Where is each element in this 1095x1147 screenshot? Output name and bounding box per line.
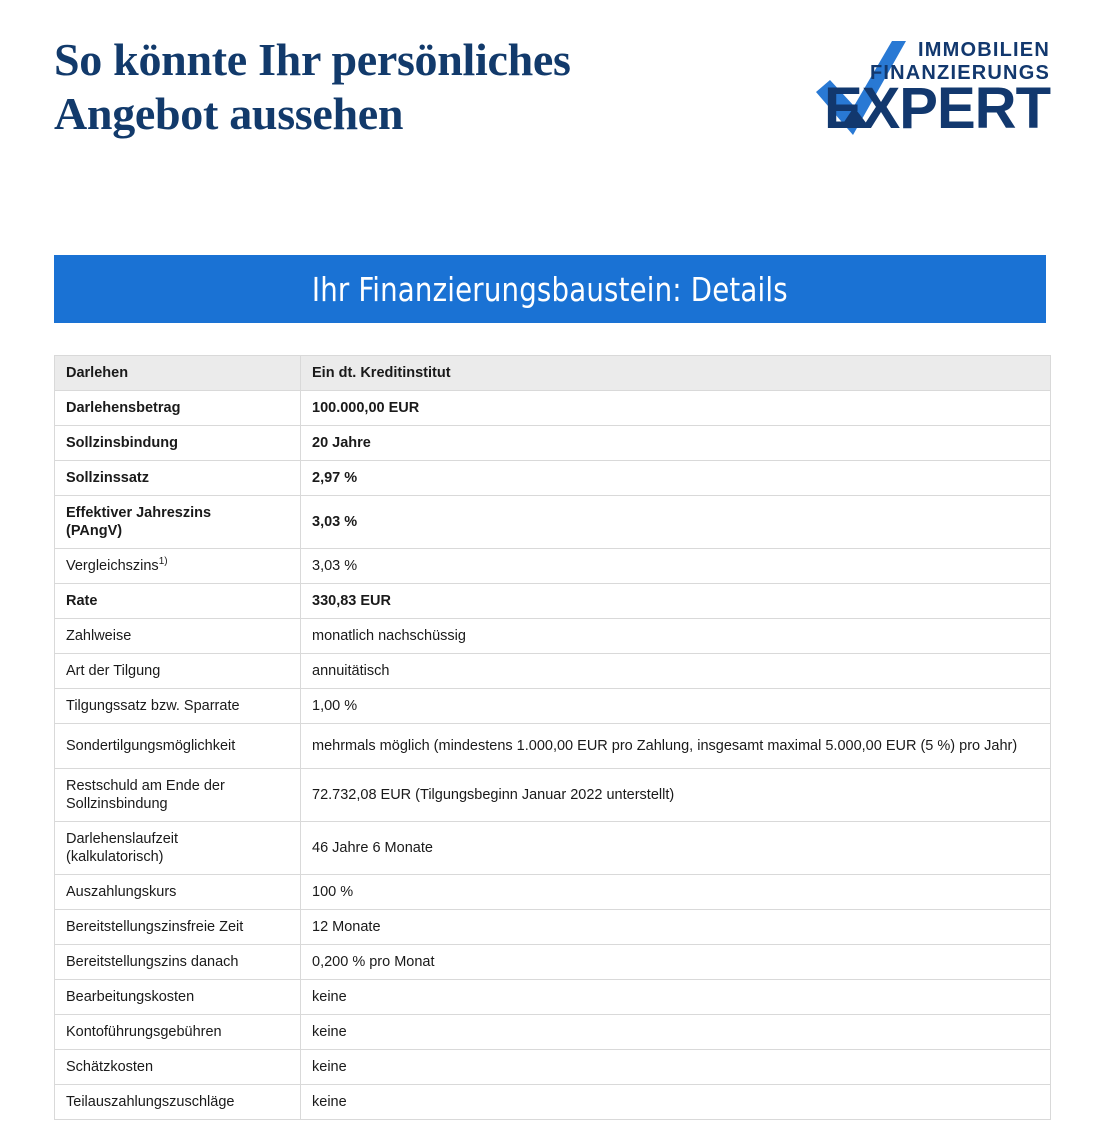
table-row: Effektiver Jahreszins (PAngV) 3,03 % [54,495,1051,549]
table-row-label: Bearbeitungskosten [54,979,301,1015]
logo-svg: IMMOBILIEN FINANZIERUNGS EXPERT [816,39,1052,136]
table-row-label: Vergleichszins1) [54,548,301,584]
page-title: So könnte Ihr persönliches Angebot ausse… [54,34,571,139]
table-row: Sondertilgungsmöglichkeit mehrmals möglic… [54,723,1051,769]
table-row-label: Sondertilgungsmöglichkeit [54,723,301,769]
company-logo: IMMOBILIEN FINANZIERUNGS EXPERT [796,32,1052,136]
table-row-value: annuitätisch [300,653,1051,689]
table-row-label: Darlehensbetrag [54,390,301,426]
checkmark-swoosh-icon [816,41,906,135]
table-row: Kontoführungsgebühren keine [54,1014,1051,1050]
table-row-value: mehrmals möglich (mindestens 1.000,00 EU… [300,723,1051,769]
table-row-label: Zahlweise [54,618,301,654]
table-row-label: Bereitstellungszins danach [54,944,301,980]
table-row-label: Art der Tilgung [54,653,301,689]
table-row: Restschuld am Ende der Sollzinsbindung 72… [54,768,1051,822]
table-row-value: 3,03 % [300,495,1051,549]
table-row-value: keine [300,1014,1051,1050]
table-row-value: 2,97 % [300,460,1051,496]
table-row-label: Tilgungssatz bzw. Sparrate [54,688,301,724]
table-header-value: Ein dt. Kreditinstitut [300,355,1051,391]
table-row-value: keine [300,979,1051,1015]
table-row-label: Sollzinsbindung [54,425,301,461]
table-row-value: 3,03 % [300,548,1051,584]
table-row-value: 100 % [300,874,1051,910]
table-row-value: monatlich nachschüssig [300,618,1051,654]
table-row-value: keine [300,1049,1051,1085]
table-row: Darlehensbetrag 100.000,00 EUR [54,390,1051,426]
table-row-value: 12 Monate [300,909,1051,945]
table-row: Zahlweise monatlich nachschüssig [54,618,1051,654]
logo-line1-text: IMMOBILIEN [918,39,1050,61]
table-row-label: Rate [54,583,301,619]
table-row-label: Sollzinssatz [54,460,301,496]
footnote-marker: 1) [158,556,168,568]
table-row-label: Bereitstellungszinsfreie Zeit [54,909,301,945]
section-title-text: Ihr Finanzierungsbaustein: Details [312,269,788,309]
table-row-label: Effektiver Jahreszins (PAngV) [54,495,301,549]
table-row: Vergleichszins1) 3,03 % [54,548,1051,584]
table-row: Darlehenslaufzeit (kalkulatorisch) 46 Jah… [54,821,1051,875]
table-row: Teilauszahlungszuschläge keine [54,1084,1051,1120]
table-header-row: Darlehen Ein dt. Kreditinstitut [54,355,1051,391]
table-row: Sollzinssatz 2,97 % [54,460,1051,496]
table-row: Art der Tilgung annuitätisch [54,653,1051,689]
table-row-value: keine [300,1084,1051,1120]
table-row-value: 330,83 EUR [300,583,1051,619]
page-header: So könnte Ihr persönliches Angebot ausse… [0,0,1095,200]
table-row: Bereitstellungszinsfreie Zeit 12 Monate [54,909,1051,945]
section-title-bar: Ihr Finanzierungsbaustein: Details [54,255,1046,323]
table-row-value: 72.732,08 EUR (Tilgungsbeginn Januar 202… [300,768,1051,822]
table-row-label: Schätzkosten [54,1049,301,1085]
table-row-label: Teilauszahlungszuschläge [54,1084,301,1120]
table-header-label: Darlehen [54,355,301,391]
table-row-label: Darlehenslaufzeit (kalkulatorisch) [54,821,301,875]
table-row: Sollzinsbindung 20 Jahre [54,425,1051,461]
table-row: Bereitstellungszins danach 0,200 % pro Mo… [54,944,1051,980]
table-row-value: 100.000,00 EUR [300,390,1051,426]
table-row-value: 0,200 % pro Monat [300,944,1051,980]
logo-line2-text: FINANZIERUNGS [870,62,1050,84]
table-row-label: Auszahlungskurs [54,874,301,910]
table-row-label: Restschuld am Ende der Sollzinsbindung [54,768,301,822]
table-row-value: 20 Jahre [300,425,1051,461]
table-row: Bearbeitungskosten keine [54,979,1051,1015]
table-row-label: Kontoführungsgebühren [54,1014,301,1050]
logo-x-accent [840,107,870,128]
table-row: Rate 330,83 EUR [54,583,1051,619]
table-row: Auszahlungskurs 100 % [54,874,1051,910]
table-row: Schätzkosten keine [54,1049,1051,1085]
table-body: Darlehen Ein dt. Kreditinstitut Darlehen… [54,355,1051,1120]
financing-details-table: Darlehen Ein dt. Kreditinstitut Darlehen… [54,355,1051,1120]
table-row-value: 46 Jahre 6 Monate [300,821,1051,875]
table-row: Tilgungssatz bzw. Sparrate 1,00 % [54,688,1051,724]
table-row-value: 1,00 % [300,688,1051,724]
